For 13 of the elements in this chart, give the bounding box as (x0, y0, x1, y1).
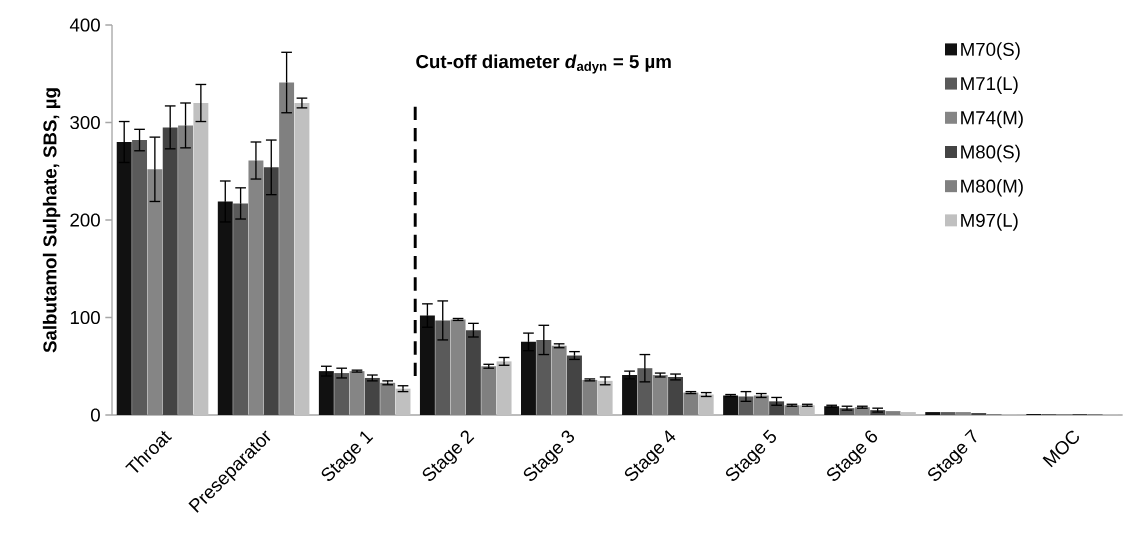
y-tick-label: 0 (90, 408, 100, 422)
legend-label: M70(S) (961, 42, 1020, 60)
legend-label: M97(L) (961, 213, 1018, 231)
legend-label: M80(M) (961, 179, 1023, 197)
legend-label: M74(M) (961, 110, 1023, 129)
y-tick-label: 200 (70, 213, 100, 227)
y-tick-label: 300 (70, 115, 100, 130)
y-axis-title: Salbutamol Sulphate, SBS, µg (42, 88, 61, 353)
y-tick-label: 400 (69, 18, 100, 32)
y-tick-label: 100 (70, 310, 100, 325)
legend-label: M80(S) (961, 144, 1020, 163)
annotation: Cut-off diameter d$_{adyn}$ = 5 µm (416, 54, 671, 74)
legend-label: M71(L) (961, 76, 1018, 94)
